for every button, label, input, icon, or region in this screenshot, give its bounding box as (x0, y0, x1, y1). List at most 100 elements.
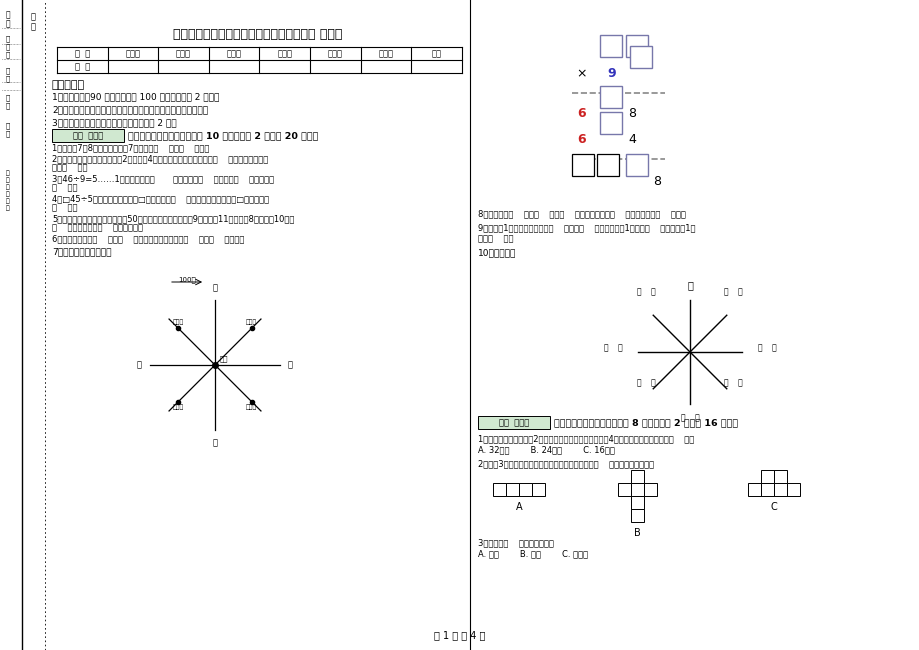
Text: 号: 号 (6, 51, 10, 58)
Text: 3、46÷9=5……1中，被除数是（       ），除数是（    ），商是（    ），余数是: 3、46÷9=5……1中，被除数是（ ），除数是（ ），商是（ ），余数是 (52, 174, 274, 183)
Bar (572, 154, 594, 176)
Bar (630, 470, 643, 483)
Text: 100米: 100米 (178, 277, 196, 283)
Text: 4、□45÷5，要使商是两位数，□里最大可填（    ）；要使商是三位数，□里最小应填: 4、□45÷5，要使商是两位数，□里最大可填（ ）；要使商是三位数，□里最小应填 (52, 194, 269, 203)
Text: （    ）跑得最快，（    ）跑得最慢。: （ ）跑得最快，（ ）跑得最慢。 (52, 223, 142, 232)
Text: 5、体育老师对第一小组同学进行50米跑测试，成绩如下小红9秒，小丽11秒，小明8秒，小军10秒，: 5、体育老师对第一小组同学进行50米跑测试，成绩如下小红9秒，小丽11秒，小明8… (52, 214, 294, 223)
Text: （: （ (6, 184, 10, 190)
Text: （    ）。: （ ）。 (52, 203, 77, 212)
Text: 姓: 姓 (6, 67, 10, 73)
Text: （    ）: （ ） (637, 287, 655, 296)
Bar (747, 483, 760, 496)
Text: 3、不要在试卷上乱写乱画，卷面不整洁扣 2 分。: 3、不要在试卷上乱写乱画，卷面不整洁扣 2 分。 (52, 118, 176, 127)
Text: 判断题: 判断题 (226, 49, 242, 58)
Text: 得分  评卷人: 得分 评卷人 (498, 418, 528, 427)
Bar (630, 483, 643, 496)
Text: 位: 位 (6, 43, 10, 49)
Text: 10、填一填。: 10、填一填。 (478, 248, 516, 257)
Bar (531, 483, 544, 496)
Text: 乡: 乡 (6, 170, 10, 176)
Bar (518, 483, 531, 496)
Text: 1、一个正方形的边长是2厘米，现在将边长扩大到原来的4倍，现在正方形的周长是（    ）。: 1、一个正方形的边长是2厘米，现在将边长扩大到原来的4倍，现在正方形的周长是（ … (478, 434, 694, 443)
Text: 7、在里填上适当的数。: 7、在里填上适当的数。 (52, 247, 111, 256)
Text: 3、四边形（    ）平行四边形。: 3、四边形（ ）平行四边形。 (478, 538, 553, 547)
Bar (625, 35, 647, 57)
Bar (505, 483, 518, 496)
Text: 选择题: 选择题 (176, 49, 191, 58)
Text: （    ）: （ ） (637, 379, 655, 387)
Text: （    ）: （ ） (757, 343, 776, 352)
Text: 班: 班 (6, 94, 10, 101)
Text: 4: 4 (628, 133, 635, 146)
Text: 数的（    ）。: 数的（ ）。 (52, 163, 87, 172)
Text: 小丽家: 小丽家 (173, 405, 184, 410)
Bar (643, 483, 656, 496)
Text: 道: 道 (6, 198, 10, 203)
Text: 北: 北 (212, 283, 217, 292)
Text: 小明家: 小明家 (246, 320, 257, 325)
Text: 学: 学 (6, 122, 10, 129)
Text: 学校: 学校 (220, 356, 228, 362)
Text: 计算题: 计算题 (277, 49, 292, 58)
Text: 校: 校 (6, 130, 10, 136)
Bar (630, 509, 643, 522)
Text: 题  号: 题 号 (74, 49, 90, 58)
Text: 6、小红家在学校（    ）方（    ）米处；小明家在学校（    ）方（    ）米处。: 6、小红家在学校（ ）方（ ）米处；小明家在学校（ ）方（ ）米处。 (52, 234, 244, 243)
Bar (599, 35, 621, 57)
Text: ×: × (576, 67, 586, 80)
Bar (478, 416, 550, 429)
Text: 2、请首先按要求在试卷的指定位置域写您的姓名、班级、学号。: 2、请首先按要求在试卷的指定位置域写您的姓名、班级、学号。 (52, 105, 208, 114)
Text: 级: 级 (6, 102, 10, 109)
Text: 号: 号 (6, 19, 10, 28)
Text: 题: 题 (30, 12, 36, 21)
Text: 8: 8 (628, 107, 635, 120)
Bar (760, 483, 773, 496)
Text: 2、下列3个图形中，每个小正方形都一样大，那么（    ）图形的周长最长。: 2、下列3个图形中，每个小正方形都一样大，那么（ ）图形的周长最长。 (478, 459, 653, 468)
Text: 西: 西 (137, 361, 142, 369)
Text: 应用题: 应用题 (378, 49, 393, 58)
Text: C: C (770, 502, 777, 512)
Text: 街: 街 (6, 191, 10, 196)
Bar (596, 154, 618, 176)
Bar (599, 86, 621, 108)
Bar (599, 112, 621, 134)
Bar (630, 46, 652, 68)
Text: 1、考试时间：90 分钟，满分为 100 分（含卷面分 2 分）。: 1、考试时间：90 分钟，满分为 100 分（含卷面分 2 分）。 (52, 92, 219, 101)
Bar (773, 483, 786, 496)
Text: 9、分针走1小格，秒针正好走（    ），是（    ）秒。分针走1大格是（    ），时针走1大: 9、分针走1小格，秒针正好走（ ），是（ ）秒。分针走1大格是（ ），时针走1大 (478, 223, 695, 232)
Text: 座: 座 (6, 35, 10, 42)
Text: 8、你出生于（    ）年（    ）月（    ）日，那一年是（    ）年，全年有（    ）天。: 8、你出生于（ ）年（ ）月（ ）日，那一年是（ ）年，全年有（ ）天。 (478, 209, 686, 218)
Text: （    ）: （ ） (723, 287, 742, 296)
Text: 号: 号 (30, 22, 36, 31)
Text: A: A (516, 502, 522, 512)
Text: 2、劳动课上做纸花，红红做了2朵纸花，4朵蓝花，红花占纸花总数的（    ），蓝花占纸花总: 2、劳动课上做纸花，红红做了2朵纸花，4朵蓝花，红花占纸花总数的（ ），蓝花占纸… (52, 154, 268, 163)
Text: 南: 南 (212, 438, 217, 447)
Bar (618, 483, 630, 496)
Bar (630, 496, 643, 509)
Text: B: B (633, 528, 641, 538)
Text: 镇: 镇 (6, 177, 10, 183)
Text: 福州市小学三年级数学下学期期末考试试题 附答案: 福州市小学三年级数学下学期期末考试试题 附答案 (173, 28, 342, 41)
Text: ）: ） (6, 205, 10, 211)
Text: （    ）: （ ） (723, 379, 742, 387)
Text: 题: 题 (6, 10, 10, 19)
Text: 考试须知：: 考试须知： (52, 80, 85, 90)
Bar (773, 470, 786, 483)
Text: （    ）: （ ） (603, 343, 621, 352)
Text: 第 1 页 共 4 页: 第 1 页 共 4 页 (434, 630, 485, 640)
Text: （    ）: （ ） (680, 413, 698, 423)
Text: A. 32厘米        B. 24厘米        C. 16厘米: A. 32厘米 B. 24厘米 C. 16厘米 (478, 445, 614, 454)
Text: 一、用心思考，正确填空（共 10 小题，每题 2 分，共 20 分）。: 一、用心思考，正确填空（共 10 小题，每题 2 分，共 20 分）。 (128, 131, 318, 140)
Bar (493, 483, 505, 496)
Text: 9: 9 (607, 67, 616, 80)
Text: 得  分: 得 分 (74, 62, 90, 71)
Text: （    ）。: （ ）。 (52, 183, 77, 192)
Text: 6: 6 (577, 107, 585, 120)
Text: 格是（    ）。: 格是（ ）。 (478, 234, 513, 243)
Text: 小军家: 小军家 (246, 405, 257, 410)
Bar (52, 129, 124, 142)
Bar (786, 483, 800, 496)
Text: 北: 北 (686, 280, 692, 290)
Text: 1、时针在7和8之间，分针指向7，这时是（    ）时（    ）分。: 1、时针在7和8之间，分针指向7，这时是（ ）时（ ）分。 (52, 143, 210, 152)
Text: 名: 名 (6, 75, 10, 82)
